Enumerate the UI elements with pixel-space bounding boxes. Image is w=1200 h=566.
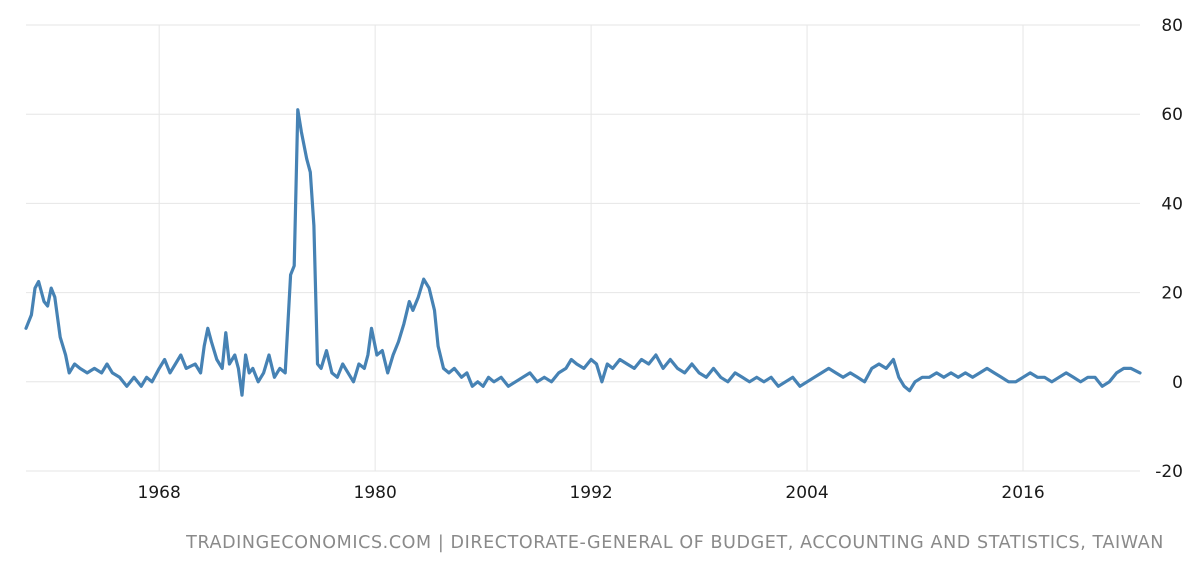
x-axis-tick-labels: 1968 1980 1992 2004 2016 xyxy=(138,483,1045,503)
line-chart: 80 60 40 20 0 -20 1968 1980 1992 2004 2016 xyxy=(24,16,1183,503)
y-tick-label: 40 xyxy=(1161,194,1183,214)
series-line xyxy=(24,108,1142,397)
series-layer xyxy=(24,108,1142,397)
y-axis-tick-labels: 80 60 40 20 0 -20 xyxy=(1155,16,1183,482)
y-tick-label: -20 xyxy=(1155,462,1183,482)
y-tick-label: 20 xyxy=(1161,284,1183,304)
x-tick-label: 1992 xyxy=(569,483,612,503)
source-attribution: TRADINGECONOMICS.COM | DIRECTORATE-GENER… xyxy=(186,533,1164,553)
x-tick-label: 2016 xyxy=(1001,483,1044,503)
x-tick-label: 1980 xyxy=(354,483,397,503)
grid xyxy=(26,24,1140,472)
x-tick-label: 1968 xyxy=(138,483,181,503)
x-tick-label: 2004 xyxy=(785,483,828,503)
y-tick-label: 60 xyxy=(1161,105,1183,125)
y-tick-label: 0 xyxy=(1172,373,1183,393)
y-tick-label: 80 xyxy=(1161,16,1183,36)
